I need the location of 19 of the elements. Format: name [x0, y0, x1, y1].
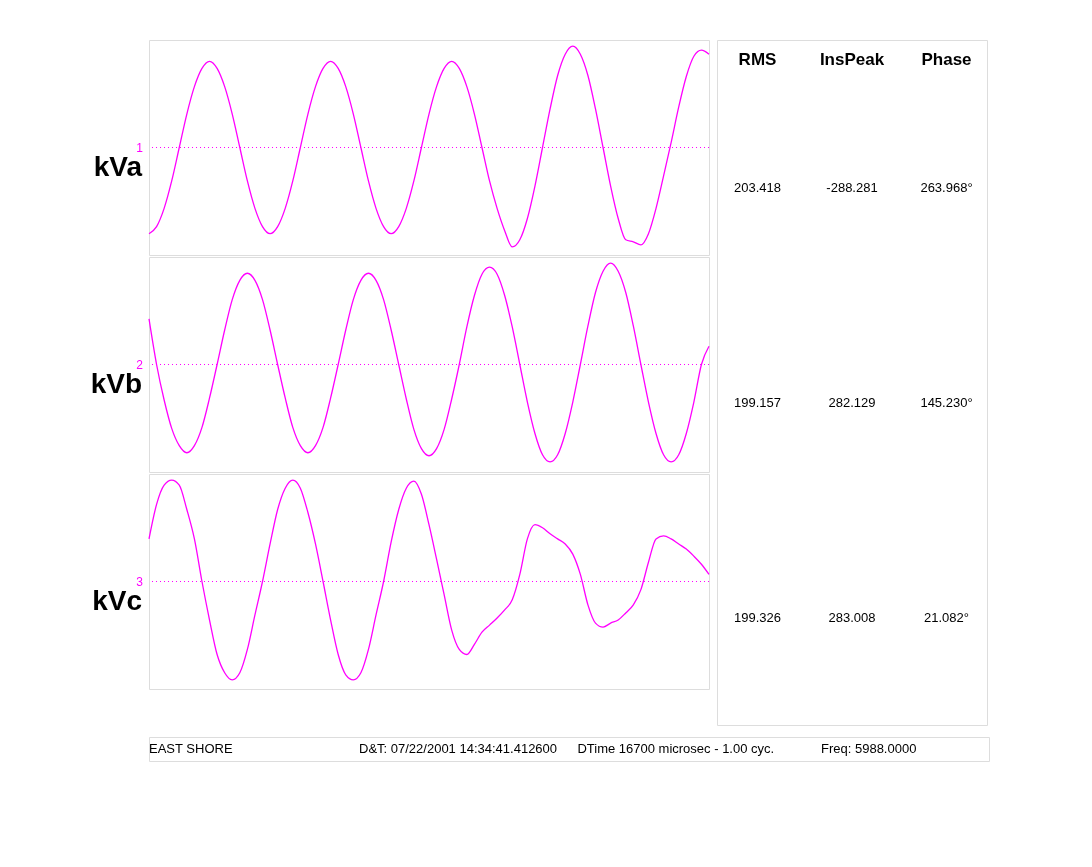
text: 145.230° [920, 394, 973, 410]
text: EAST SHORE [149, 741, 233, 756]
text: 3 [136, 574, 144, 589]
text: 1 [136, 140, 144, 155]
text: 263.968° [920, 179, 973, 195]
text: -288.281 [826, 179, 878, 195]
text: RMS [738, 50, 777, 69]
text: 199.157 [734, 394, 781, 410]
text: 283.008 [828, 609, 876, 625]
text: D&T: 07/22/2001 14:34:41.412600 [359, 741, 558, 756]
text: 203.418 [734, 179, 781, 195]
text: 21.082° [924, 609, 969, 625]
text: 2 [136, 357, 144, 372]
text: Freq: 5988.0000 [821, 741, 917, 756]
text: 282.129 [828, 394, 876, 410]
text: InsPeak [819, 50, 885, 69]
text: DTime 16700 microsec - 1.00 cyc. [577, 741, 775, 756]
text: Phase [921, 50, 972, 69]
text: 199.326 [734, 609, 781, 625]
